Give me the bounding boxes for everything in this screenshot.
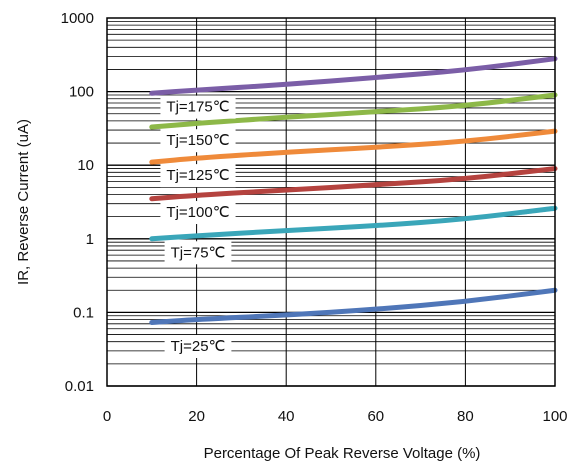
y-tick-label: 100 (69, 84, 94, 101)
series-line (149, 128, 558, 165)
series-line (149, 166, 558, 202)
series-label: Tj=25℃ (171, 338, 226, 355)
series-label: Tj=150℃ (166, 132, 229, 149)
series-line (149, 205, 558, 242)
series-label-background (164, 334, 232, 358)
series-label: Tj=100℃ (166, 204, 229, 221)
y-tick-label: 1000 (61, 10, 94, 27)
series-line (149, 92, 558, 130)
x-tick-label: 20 (188, 408, 205, 425)
x-tick-labels: 0 20 40 60 80 100 (103, 408, 568, 425)
series-line (149, 56, 558, 96)
x-axis-title: Percentage Of Peak Reverse Voltage (%) (204, 445, 481, 462)
x-tick-label: 40 (278, 408, 295, 425)
series-label-background (160, 95, 236, 119)
x-tick-label: 0 (103, 408, 111, 425)
y-axis-title: IR, Reverse Current (uA) (15, 119, 32, 285)
x-tick-label: 80 (457, 408, 474, 425)
series-label-background (164, 241, 232, 265)
series-label-background (160, 201, 236, 225)
x-tick-label: 100 (542, 408, 567, 425)
series-label: Tj=125℃ (166, 167, 229, 184)
y-tick-label: 0.01 (65, 378, 94, 395)
plot-frame (106, 17, 556, 387)
y-tick-label: 1 (86, 231, 94, 248)
series-label: Tj=75℃ (171, 244, 226, 261)
series-label-background (160, 164, 236, 188)
series-labels: Tj=175℃ Tj=150℃ Tj=125℃ Tj=100℃ Tj=75℃ Tj=25℃ (160, 95, 236, 358)
series-line (149, 287, 558, 325)
series-label: Tj=175℃ (166, 99, 229, 116)
series-lines (149, 56, 558, 325)
y-tick-label: 0.1 (73, 304, 94, 321)
y-tick-labels: 0.01 0.1 1 10 100 1000 (61, 10, 94, 395)
y-tick-label: 10 (77, 157, 94, 174)
series-label-background (160, 129, 236, 153)
x-tick-label: 60 (367, 408, 384, 425)
